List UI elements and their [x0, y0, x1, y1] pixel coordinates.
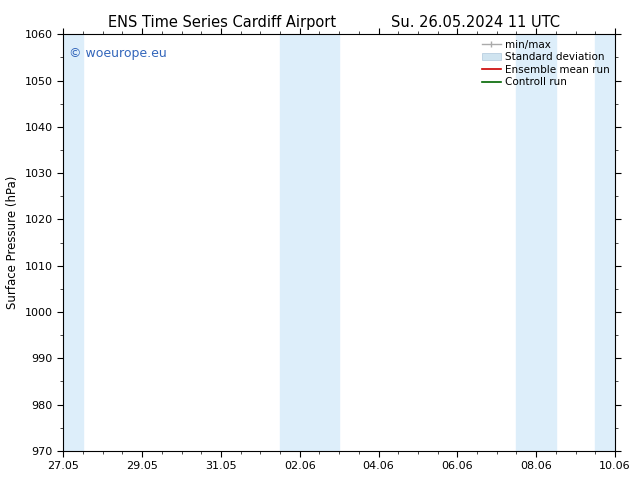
Text: © woeurope.eu: © woeurope.eu: [69, 47, 167, 60]
Bar: [517, 34, 556, 451]
Bar: [63, 34, 83, 451]
Bar: [280, 34, 339, 451]
Text: ENS Time Series Cardiff Airport: ENS Time Series Cardiff Airport: [108, 15, 336, 30]
Text: Su. 26.05.2024 11 UTC: Su. 26.05.2024 11 UTC: [391, 15, 560, 30]
Legend: min/max, Standard deviation, Ensemble mean run, Controll run: min/max, Standard deviation, Ensemble me…: [480, 37, 612, 89]
Bar: [595, 34, 615, 451]
Y-axis label: Surface Pressure (hPa): Surface Pressure (hPa): [6, 176, 19, 309]
